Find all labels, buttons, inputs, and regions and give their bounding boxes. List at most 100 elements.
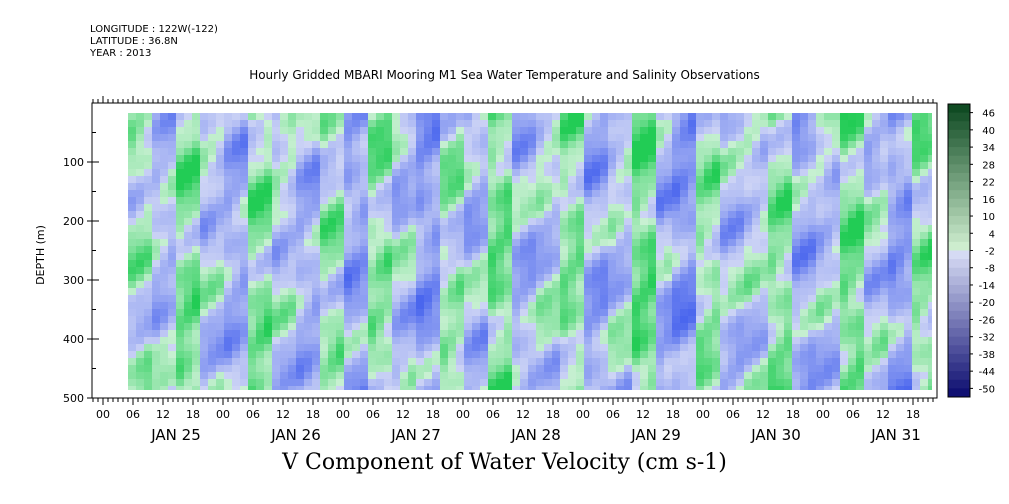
colorbar-label: 16 xyxy=(982,195,995,206)
colorbar-segment xyxy=(948,293,970,303)
hour-tick-label: 12 xyxy=(516,408,530,421)
colorbar-segment xyxy=(948,388,970,398)
hour-tick-label: 18 xyxy=(426,408,440,421)
y-axis-title: DEPTH (m) xyxy=(34,225,47,285)
colorbar-segment xyxy=(948,121,970,131)
colorbar-segment xyxy=(948,336,970,346)
hour-tick-label: 12 xyxy=(396,408,410,421)
colorbar-segment xyxy=(948,284,970,295)
colorbar-segment xyxy=(948,112,970,122)
velocity-field xyxy=(128,113,932,390)
colorbar-label: -32 xyxy=(979,333,995,344)
colorbar-segment xyxy=(948,207,970,217)
colorbar-segment xyxy=(948,172,970,183)
colorbar-label: -8 xyxy=(985,264,995,275)
colorbar-label: -14 xyxy=(979,281,995,292)
hour-tick-label: 18 xyxy=(546,408,560,421)
colorbar-segment xyxy=(948,302,970,312)
hour-tick-label: 06 xyxy=(366,408,380,421)
hour-tick-label: 00 xyxy=(696,408,710,421)
hour-tick-label: 12 xyxy=(636,408,650,421)
y-tick-label: 100 xyxy=(63,156,84,169)
day-label: JAN 25 xyxy=(150,426,201,444)
colorbar-label: 46 xyxy=(982,109,995,120)
hour-tick-label: 06 xyxy=(846,408,860,421)
colorbar-segment xyxy=(948,259,970,269)
colorbar-segment xyxy=(948,250,970,260)
day-label: JAN 26 xyxy=(270,426,321,444)
colorbar-segment xyxy=(948,371,970,381)
colorbar-segment xyxy=(948,241,970,251)
hour-tick-label: 18 xyxy=(666,408,680,421)
colorbar-segment xyxy=(948,276,970,286)
hour-tick-label: 18 xyxy=(786,408,800,421)
colorbar-label: -50 xyxy=(979,384,995,395)
colorbar-label: 40 xyxy=(982,126,995,137)
colorbar-label: 10 xyxy=(982,212,995,223)
colorbar-label: -38 xyxy=(979,350,995,361)
day-label: JAN 29 xyxy=(630,426,681,444)
colorbar-label: 28 xyxy=(982,160,995,171)
hour-tick-label: 00 xyxy=(336,408,350,421)
hour-tick-label: 06 xyxy=(126,408,140,421)
longitude-label: LONGITUDE : 122W(-122) xyxy=(90,24,218,35)
colorbar-segment xyxy=(948,267,970,277)
colorbar-segment xyxy=(948,138,970,148)
colorbar-segment xyxy=(948,328,970,338)
hour-tick-label: 06 xyxy=(726,408,740,421)
colorbar-segment xyxy=(948,181,970,191)
colorbar-segment xyxy=(948,164,970,174)
colorbar-segment xyxy=(948,216,970,226)
colorbar-label: -20 xyxy=(979,298,995,309)
colorbar-segment xyxy=(948,224,970,234)
hour-tick-label: 00 xyxy=(96,408,110,421)
latitude-label: LATITUDE : 36.8N xyxy=(90,36,178,47)
colorbar-label: 4 xyxy=(989,229,995,240)
colorbar-label: -44 xyxy=(979,367,995,378)
day-label: JAN 31 xyxy=(870,426,921,444)
colorbar-segment xyxy=(948,129,970,139)
y-tick-label: 300 xyxy=(63,274,84,287)
axes: 100 200 300 400 500 DEPTH (m) 00 06 12 18 00 06 12 18… xyxy=(34,96,938,444)
day-label: JAN 28 xyxy=(510,426,561,444)
colorbar-segment xyxy=(948,310,970,320)
hour-tick-label: 18 xyxy=(906,408,920,421)
colorbar-segment xyxy=(948,379,970,389)
plot-area xyxy=(128,113,932,390)
y-tick-label: 400 xyxy=(63,333,84,346)
hour-tick-label: 06 xyxy=(606,408,620,421)
hour-tick-label: 18 xyxy=(186,408,200,421)
day-label: JAN 27 xyxy=(390,426,441,444)
colorbar-label: 22 xyxy=(982,178,995,189)
chart-title: Hourly Gridded MBARI Mooring M1 Sea Wate… xyxy=(249,68,760,82)
hour-tick-label: 06 xyxy=(246,408,260,421)
colorbar-segment xyxy=(948,233,970,243)
colorbar-segment xyxy=(948,345,970,355)
colorbar-label: 34 xyxy=(982,143,995,154)
colorbar-segment xyxy=(948,104,970,114)
colorbar-segment xyxy=(948,147,970,157)
colorbar-label: -2 xyxy=(985,247,995,258)
y-tick-label: 500 xyxy=(63,392,84,405)
hour-tick-label: 00 xyxy=(576,408,590,421)
colorbar-segment xyxy=(948,190,970,200)
hour-tick-label: 12 xyxy=(756,408,770,421)
colorbar-segment xyxy=(948,353,970,364)
hour-tick-label: 00 xyxy=(216,408,230,421)
year-label: YEAR : 2013 xyxy=(90,48,152,59)
colorbar-segment xyxy=(948,362,970,372)
colorbar-segment xyxy=(948,198,970,208)
x-axis-title: V Component of Water Velocity (cm s-1) xyxy=(282,450,727,475)
hour-tick-label: 18 xyxy=(306,408,320,421)
hour-tick-label: 12 xyxy=(876,408,890,421)
day-label: JAN 30 xyxy=(750,426,801,444)
colorbar-segment xyxy=(948,155,970,165)
hour-tick-label: 12 xyxy=(276,408,290,421)
hour-tick-label: 00 xyxy=(816,408,830,421)
hour-tick-label: 00 xyxy=(456,408,470,421)
y-tick-label: 200 xyxy=(63,215,84,228)
colorbar-label: -26 xyxy=(979,315,995,326)
hour-tick-label: 12 xyxy=(156,408,170,421)
colorbar: 46 40 34 28 22 16 10 4 -2 -8 -14 -20 -26 -32 -38 -44 -50 xyxy=(947,103,995,398)
